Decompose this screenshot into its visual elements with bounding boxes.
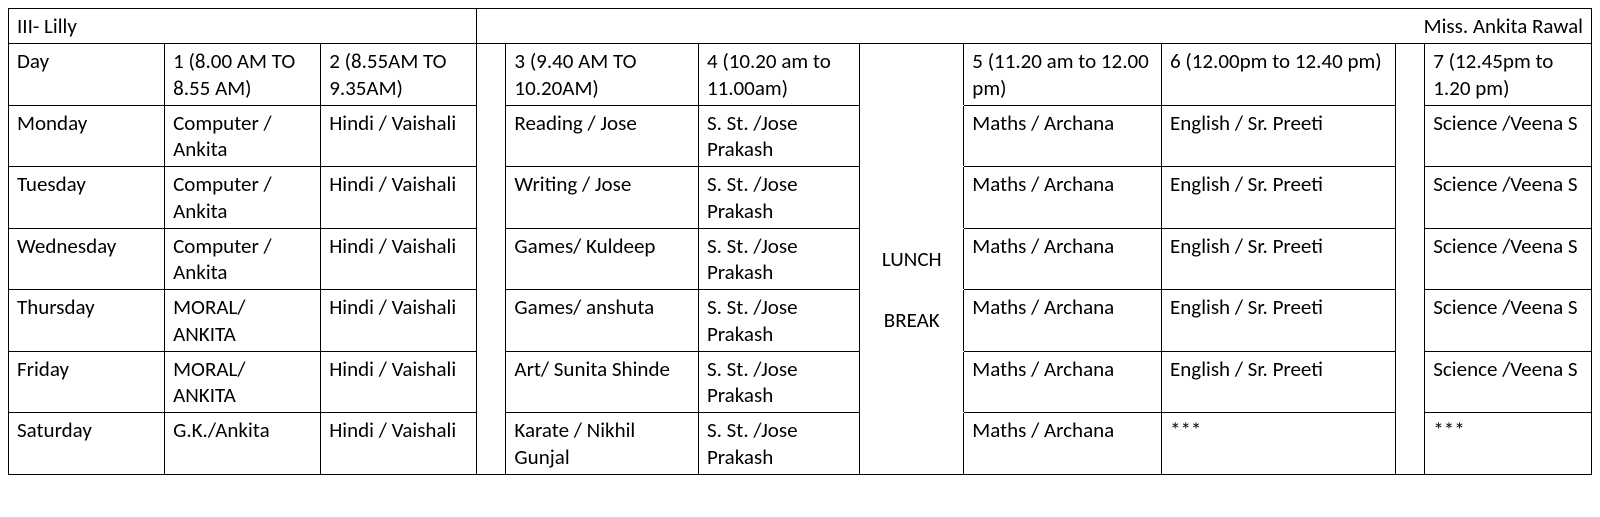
cell: English / Sr. Preeti [1162,105,1396,167]
teacher-name: Miss. Ankita Rawal [477,9,1592,44]
cell: English / Sr. Preeti [1162,351,1396,413]
cell: Maths / Archana [964,167,1162,229]
col-p5: 5 (11.20 am to 12.00 pm) [964,44,1162,106]
cell: S. St. /Jose Prakash [698,351,859,413]
cell: Maths / Archana [964,413,1162,475]
cell: Karate / Nikhil Gunjal [506,413,699,475]
day-cell: Wednesday [9,228,165,290]
cell: *** [1162,413,1396,475]
day-cell: Monday [9,105,165,167]
cell: S. St. /Jose Prakash [698,413,859,475]
col-p7: 7 (12.45pm to 1.20 pm) [1425,44,1592,106]
gap-2 [1396,44,1425,475]
cell: S. St. /Jose Prakash [698,290,859,352]
cell: Writing / Jose [506,167,699,229]
cell: S. St. /Jose Prakash [698,228,859,290]
cell: Computer / Ankita [165,228,321,290]
col-day: Day [9,44,165,106]
cell: Maths / Archana [964,228,1162,290]
cell: Hindi / Vaishali [321,167,477,229]
cell: Hindi / Vaishali [321,105,477,167]
cell: Maths / Archana [964,105,1162,167]
col-p6: 6 (12.00pm to 12.40 pm) [1162,44,1396,106]
cell: English / Sr. Preeti [1162,167,1396,229]
title-row: III- Lilly Miss. Ankita Rawal [9,9,1592,44]
cell: MORAL/ ANKITA [165,290,321,352]
row-wednesday: Wednesday Computer / Ankita Hindi / Vais… [9,228,1592,290]
cell: *** [1425,413,1592,475]
row-saturday: Saturday G.K./Ankita Hindi / Vaishali Ka… [9,413,1592,475]
cell: Computer / Ankita [165,105,321,167]
header-row: Day 1 (8.00 AM TO 8.55 AM) 2 (8.55AM TO … [9,44,1592,106]
cell: Games/ anshuta [506,290,699,352]
cell: English / Sr. Preeti [1162,228,1396,290]
cell: Hindi / Vaishali [321,228,477,290]
cell: Art/ Sunita Shinde [506,351,699,413]
row-thursday: Thursday MORAL/ ANKITA Hindi / Vaishali … [9,290,1592,352]
cell: G.K./Ankita [165,413,321,475]
day-cell: Thursday [9,290,165,352]
cell: English / Sr. Preeti [1162,290,1396,352]
day-cell: Friday [9,351,165,413]
cell: MORAL/ ANKITA [165,351,321,413]
break-label: BREAK [860,290,964,352]
cell: Maths / Archana [964,290,1162,352]
cell: Science /Veena S [1425,167,1592,229]
lunch-gap [860,167,964,229]
day-cell: Tuesday [9,167,165,229]
cell: Science /Veena S [1425,351,1592,413]
lunch-gap-top [860,44,964,106]
lunch-label: LUNCH [860,228,964,290]
cell: S. St. /Jose Prakash [698,167,859,229]
day-cell: Saturday [9,413,165,475]
cell: Maths / Archana [964,351,1162,413]
col-p4: 4 (10.20 am to 11.00am) [698,44,859,106]
cell: Hindi / Vaishali [321,413,477,475]
col-p2: 2 (8.55AM TO 9.35AM) [321,44,477,106]
cell: Science /Veena S [1425,290,1592,352]
cell: Computer / Ankita [165,167,321,229]
col-p1: 1 (8.00 AM TO 8.55 AM) [165,44,321,106]
cell: Games/ Kuldeep [506,228,699,290]
lunch-gap-bottom [860,413,964,475]
cell: S. St. /Jose Prakash [698,105,859,167]
cell: Science /Veena S [1425,105,1592,167]
gap-1 [477,44,506,475]
lunch-gap [860,105,964,167]
lunch-gap [860,351,964,413]
cell: Reading / Jose [506,105,699,167]
cell: Hindi / Vaishali [321,351,477,413]
cell: Science /Veena S [1425,228,1592,290]
row-tuesday: Tuesday Computer / Ankita Hindi / Vaisha… [9,167,1592,229]
row-friday: Friday MORAL/ ANKITA Hindi / Vaishali Ar… [9,351,1592,413]
row-monday: Monday Computer / Ankita Hindi / Vaishal… [9,105,1592,167]
col-p3: 3 (9.40 AM TO 10.20AM) [506,44,699,106]
class-name: III- Lilly [9,9,477,44]
cell: Hindi / Vaishali [321,290,477,352]
timetable: III- Lilly Miss. Ankita Rawal Day 1 (8.0… [8,8,1592,475]
